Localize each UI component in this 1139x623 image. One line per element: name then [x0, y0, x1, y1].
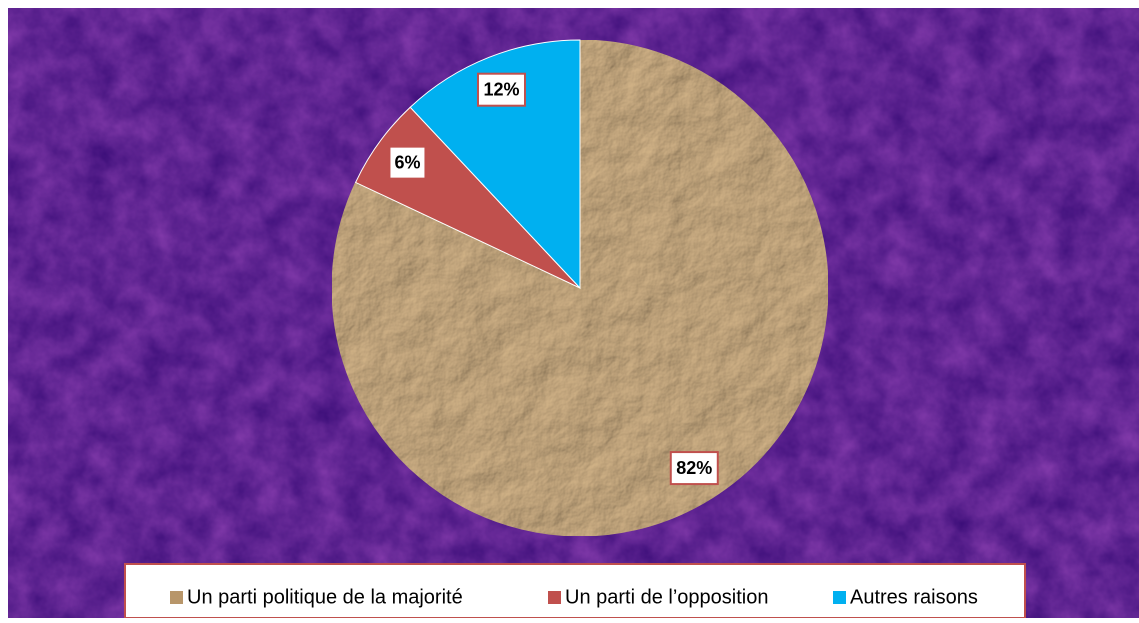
- legend-label: Un parti politique de la majorité: [187, 586, 463, 608]
- legend-label: Un parti de l’opposition: [565, 586, 768, 608]
- page: 82% 6% 12% Un parti politique de la majori…: [0, 0, 1139, 623]
- data-label: 82%: [676, 458, 712, 478]
- data-label: 12%: [483, 79, 519, 99]
- data-label: 6%: [394, 152, 420, 172]
- chart: 82% 6% 12% Un parti politique de la majori…: [0, 0, 1139, 618]
- legend-marker: [170, 591, 183, 604]
- legend-marker: [833, 591, 846, 604]
- legend-label: Autres raisons: [850, 586, 978, 608]
- legend-marker: [548, 591, 561, 604]
